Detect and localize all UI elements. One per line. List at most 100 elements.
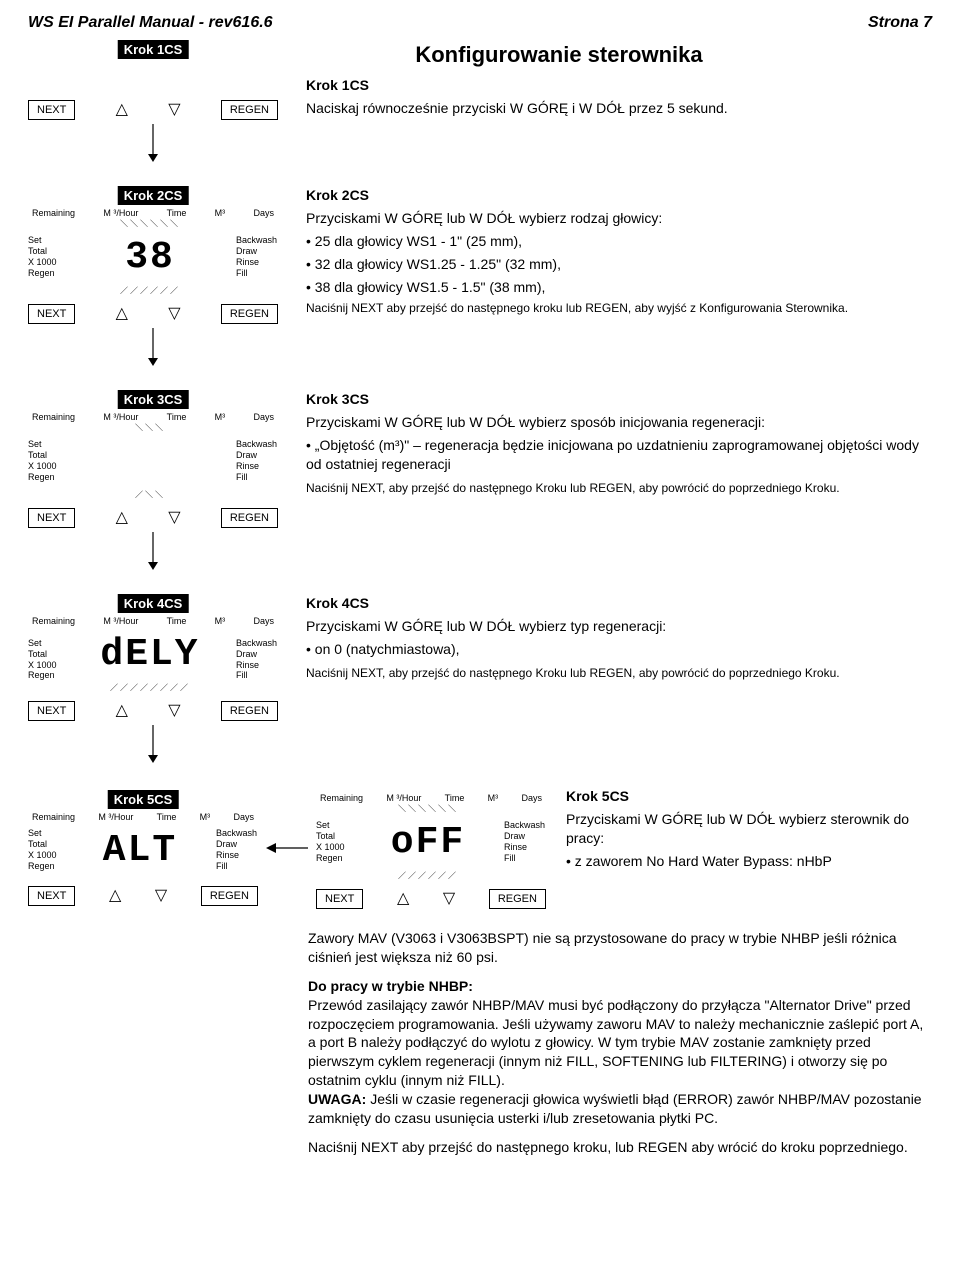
step3-title: Krok 3CS [306,391,369,407]
lbl-backwash: Backwash [236,439,278,450]
lbl-regen: Regen [28,670,66,681]
note-p2: Do pracy w trybie NHBP:Przewód zasilając… [308,977,932,1128]
note-p1: Zawory MAV (V3063 i V3063BSPT) nie są pr… [308,929,932,967]
up-icon[interactable]: △ [116,703,128,719]
lbl-fill: Fill [504,853,546,864]
lbl-time: Time [157,812,177,822]
button-row-1: NEXT △ ▽ REGEN [28,100,278,120]
up-icon[interactable]: △ [116,510,128,526]
next-button[interactable]: NEXT [28,701,75,721]
lbl-time: Time [445,793,465,803]
left-labels: Set Total X 1000 Regen [28,638,68,681]
lbl-total: Total [28,450,66,461]
lbl-m3: M³ [200,812,211,822]
ticks-bot: ／／／／／／ [356,870,500,881]
step4-li1: • on 0 (natychmiastowa), [306,640,932,659]
row-step-2: Krok 2CS Remaining M ³/Hour Time M³ Days… [28,186,932,370]
next-button[interactable]: NEXT [316,889,363,909]
notes-block: Zawory MAV (V3063 i V3063BSPT) nie są pr… [308,929,932,1157]
lbl-remaining: Remaining [32,412,75,422]
lbl-m3hour: M ³/Hour [103,208,138,218]
row-step-1: Krok 1CS NEXT △ ▽ REGEN Konfigurowanie s… [28,40,932,166]
down-icon[interactable]: ▽ [168,102,180,118]
step5-title: Krok 5CS [566,788,629,804]
lbl-set: Set [28,828,66,839]
lbl-set: Set [28,638,66,649]
regen-button[interactable]: REGEN [489,889,546,909]
down-icon[interactable]: ▽ [443,891,455,907]
lbl-x1000: X 1000 [28,850,66,861]
left-labels: Set Total X 1000 Regen [28,439,68,482]
row-step-3: Krok 3CS Remaining M ³/Hour Time M³ Days… [28,390,932,574]
ticks-bot: ／／／／／／／／ [68,682,232,693]
step2-li2: • 32 dla głowicy WS1.25 - 1.25" (32 mm), [306,255,932,274]
lbl-draw: Draw [236,649,278,660]
up-icon[interactable]: △ [109,888,121,904]
down-icon[interactable]: ▽ [168,703,180,719]
right-labels: Backwash Draw Rinse Fill [232,439,278,482]
lcd-display [68,433,232,489]
label-2cs: Krok 2CS [118,186,189,205]
top-labels: Remaining M ³/Hour Time M³ Days [28,208,278,218]
step5-body1: Przyciskami W GÓRĘ lub W DÓŁ wybierz ste… [566,810,932,848]
row-step-5: Krok 5CS Remaining M ³/Hour Time M³ Days… [28,787,932,909]
lbl-fill: Fill [236,268,278,279]
lbl-m3hour: M ³/Hour [386,793,421,803]
lbl-days: Days [521,793,542,803]
lbl-time: Time [167,616,187,626]
down-icon[interactable]: ▽ [168,306,180,322]
button-row-4: NEXT △ ▽ REGEN [28,701,278,721]
next-button[interactable]: NEXT [28,886,75,906]
header-right: Strona 7 [868,14,932,32]
regen-button[interactable]: REGEN [221,701,278,721]
lcd-value-5a: ALT [103,829,177,872]
up-icon[interactable]: △ [116,306,128,322]
lbl-draw: Draw [504,831,546,842]
panel-1cs: Krok 1CS NEXT △ ▽ REGEN [28,40,278,120]
lcd-display: oFF [356,814,500,870]
lbl-time: Time [167,208,187,218]
down-icon[interactable]: ▽ [168,510,180,526]
panel-3cs: Krok 3CS Remaining M ³/Hour Time M³ Days… [28,390,278,528]
up-icon[interactable]: △ [116,102,128,118]
step4-body1: Przyciskami W GÓRĘ lub W DÓŁ wybierz typ… [306,617,932,636]
lbl-days: Days [253,208,274,218]
note-p2-body: Przewód zasilający zawór NHBP/MAV musi b… [308,997,923,1089]
lbl-m3: M³ [215,616,226,626]
lbl-total: Total [28,839,66,850]
down-icon[interactable]: ▽ [155,888,167,904]
regen-button[interactable]: REGEN [221,508,278,528]
next-button[interactable]: NEXT [28,304,75,324]
lbl-total: Total [316,831,354,842]
lbl-backwash: Backwash [236,638,278,649]
next-button[interactable]: NEXT [28,508,75,528]
regen-button[interactable]: REGEN [201,886,258,906]
lbl-days: Days [253,616,274,626]
label-4cs: Krok 4CS [118,594,189,613]
lbl-regen: Regen [28,268,66,279]
right-labels: Backwash Draw Rinse Fill [232,638,278,681]
lcd-display: ALT [68,822,212,878]
regen-button[interactable]: REGEN [221,304,278,324]
up-icon[interactable]: △ [397,891,409,907]
right-labels: Backwash Draw Rinse Fill [212,828,258,871]
lbl-days: Days [253,412,274,422]
arrow-down-icon [146,532,160,570]
step2-foot: Naciśnij NEXT aby przejść do następnego … [306,300,932,316]
lcd-value-2: 38 [125,236,175,279]
lbl-m3: M³ [215,208,226,218]
ticks-top: ＼＼＼＼＼＼ [356,803,500,814]
next-button[interactable]: NEXT [28,100,75,120]
lbl-backwash: Backwash [504,820,546,831]
regen-button[interactable]: REGEN [221,100,278,120]
top-labels: Remaining M ³/Hour Time M³ Days [28,616,278,626]
note-p3-title: UWAGA: [308,1091,366,1107]
lbl-m3hour: M ³/Hour [103,412,138,422]
step1-body: Naciskaj równocześnie przyciski W GÓRĘ i… [306,99,932,118]
lbl-set: Set [28,439,66,450]
step4-foot: Naciśnij NEXT, aby przejść do następnego… [306,665,932,681]
lbl-rinse: Rinse [236,461,278,472]
lcd-display: 38 [68,229,232,285]
label-3cs: Krok 3CS [118,390,189,409]
lbl-m3: M³ [215,412,226,422]
